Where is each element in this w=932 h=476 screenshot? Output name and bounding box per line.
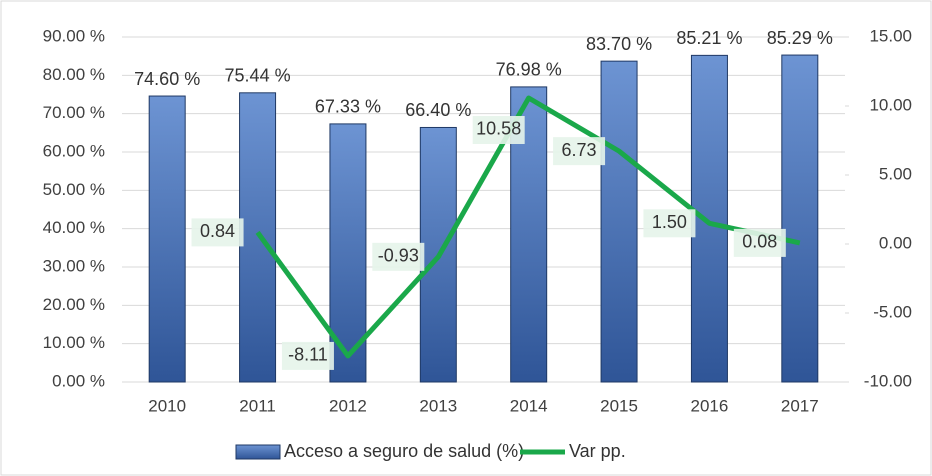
- bar: [600, 60, 638, 383]
- x-tick-label: 2015: [600, 396, 638, 415]
- y-tick-label: 10.00 %: [43, 333, 105, 352]
- bar-label: 85.29 %: [767, 28, 833, 48]
- line-label-bg: [733, 228, 786, 257]
- y-tick-label: 40.00 %: [43, 218, 105, 237]
- line-label-bg: [553, 137, 606, 166]
- line-label-bg: [372, 242, 425, 271]
- line-label-bg: [281, 341, 334, 370]
- line-label: 10.58: [476, 119, 521, 139]
- line-label: 1.50: [652, 212, 687, 232]
- y-tick-label: 60.00 %: [43, 141, 105, 160]
- line-label-bg: [643, 209, 696, 238]
- y2-tick-label: 0.00: [879, 233, 912, 252]
- y-tick-label: 0.00 %: [52, 371, 105, 390]
- x-tick-label: 2012: [329, 396, 367, 415]
- x-tick-label: 2016: [691, 396, 729, 415]
- y-tick-label: 50.00 %: [43, 180, 105, 199]
- bar-label: 74.60 %: [134, 69, 200, 89]
- bar: [148, 95, 186, 383]
- bar-label: 66.40 %: [405, 100, 471, 120]
- x-tick-label: 2011: [239, 396, 276, 415]
- bar-label: 76.98 %: [496, 60, 562, 80]
- line-label: 0.84: [200, 221, 235, 241]
- y2-tick-label: -5.00: [873, 302, 912, 321]
- bar-label: 85.21 %: [676, 28, 742, 48]
- line-label: 6.73: [562, 140, 597, 160]
- bar: [690, 54, 728, 383]
- y-tick-label: 30.00 %: [43, 256, 105, 275]
- line-label-bg: [472, 115, 525, 144]
- legend-label: Acceso a seguro de salud (%): [284, 441, 524, 461]
- y2-tick-label: 5.00: [879, 164, 912, 183]
- y2-tick-label: 10.00: [869, 95, 912, 114]
- legend-swatch: [235, 444, 281, 460]
- bar: [781, 54, 819, 383]
- y-tick-label: 20.00 %: [43, 295, 105, 314]
- x-tick-label: 2017: [781, 396, 819, 415]
- line-label: 0.08: [742, 232, 777, 252]
- y-tick-label: 90.00 %: [43, 26, 105, 45]
- x-tick-label: 2013: [419, 396, 457, 415]
- bar-label: 75.44 %: [225, 66, 291, 86]
- bar-label: 67.33 %: [315, 97, 381, 117]
- y-tick-label: 70.00 %: [43, 103, 105, 122]
- bar: [239, 92, 277, 383]
- y-tick-label: 80.00 %: [43, 65, 105, 84]
- line-label: -8.11: [288, 345, 328, 365]
- line: [255, 95, 801, 359]
- legend-label: Var pp.: [569, 441, 626, 461]
- line-label-bg: [191, 218, 244, 247]
- y2-tick-label: -10.00: [864, 371, 912, 390]
- x-tick-label: 2010: [148, 396, 186, 415]
- bar-label: 83.70 %: [586, 34, 652, 54]
- y2-tick-label: 15.00: [869, 26, 912, 45]
- x-tick-label: 2014: [510, 396, 548, 415]
- line-label: -0.93: [378, 246, 419, 266]
